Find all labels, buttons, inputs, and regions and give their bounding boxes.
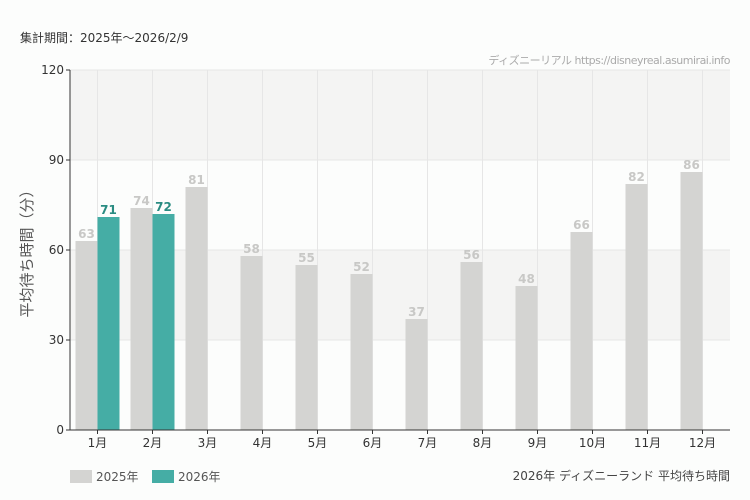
bar-2025年-1月 (75, 241, 98, 430)
data-label: 74 (133, 194, 150, 208)
bar-2025年-3月 (185, 187, 208, 430)
y-tick-label: 90 (49, 153, 64, 167)
x-tick-label: 7月 (418, 436, 438, 450)
data-label: 56 (463, 248, 480, 262)
bar-2025年-4月 (240, 256, 263, 430)
y-tick-label: 120 (41, 63, 64, 77)
x-tick-label: 12月 (689, 436, 716, 450)
data-label: 63 (78, 227, 95, 241)
chart-caption: 2026年 ディズニーランド 平均待ち時間 (512, 469, 730, 483)
y-tick-label: 0 (56, 423, 64, 437)
x-tick-label: 5月 (308, 436, 328, 450)
grid-band (70, 340, 730, 430)
bar-2025年-7月 (405, 319, 428, 430)
bar-2025年-11月 (625, 184, 648, 430)
x-tick-label: 3月 (198, 436, 218, 450)
bar-2025年-2月 (130, 208, 153, 430)
x-tick-label: 2月 (143, 436, 163, 450)
data-label: 48 (518, 272, 535, 286)
grid-band (70, 160, 730, 250)
x-tick-label: 10月 (579, 436, 606, 450)
credit-label: ディズニーリアル https://disneyreal.asumirai.inf… (488, 54, 730, 67)
legend-label-2025: 2025年 (96, 470, 139, 484)
x-tick-label: 9月 (528, 436, 548, 450)
legend-swatch-2026 (152, 470, 174, 483)
bar-2025年-6月 (350, 274, 373, 430)
grid-band (70, 70, 730, 160)
x-tick-label: 6月 (363, 436, 383, 450)
bar-2025年-12月 (680, 172, 703, 430)
data-label: 55 (298, 251, 315, 265)
data-label: 58 (243, 242, 260, 256)
y-tick-label: 30 (49, 333, 64, 347)
data-label: 81 (188, 173, 205, 187)
data-label: 66 (573, 218, 590, 232)
data-label: 86 (683, 158, 700, 172)
bar-2025年-10月 (570, 232, 593, 430)
data-label: 82 (628, 170, 645, 184)
x-tick-label: 11月 (634, 436, 661, 450)
legend-item-2025: 2025年 (70, 468, 139, 485)
bar-2025年-5月 (295, 265, 318, 430)
bar-2025年-8月 (460, 262, 483, 430)
bar-2026年-2月 (152, 214, 175, 430)
legend-swatch-2025 (70, 470, 92, 483)
legend-item-2026: 2026年 (152, 468, 221, 485)
bar-2026年-1月 (97, 217, 120, 430)
data-label: 72 (155, 200, 172, 214)
data-label: 37 (408, 305, 425, 319)
x-tick-label: 8月 (473, 436, 493, 450)
y-axis-title: 平均待ち時間（分） (18, 182, 36, 317)
y-tick-label: 60 (49, 243, 64, 257)
x-tick-label: 4月 (253, 436, 273, 450)
legend-label-2026: 2026年 (178, 470, 221, 484)
data-label: 52 (353, 260, 370, 274)
period-label: 集計期間：2025年～2026/2/9 (20, 31, 189, 45)
data-label: 71 (100, 203, 117, 217)
grid-band (70, 250, 730, 340)
bar-2025年-9月 (515, 286, 538, 430)
x-tick-label: 1月 (88, 436, 108, 450)
